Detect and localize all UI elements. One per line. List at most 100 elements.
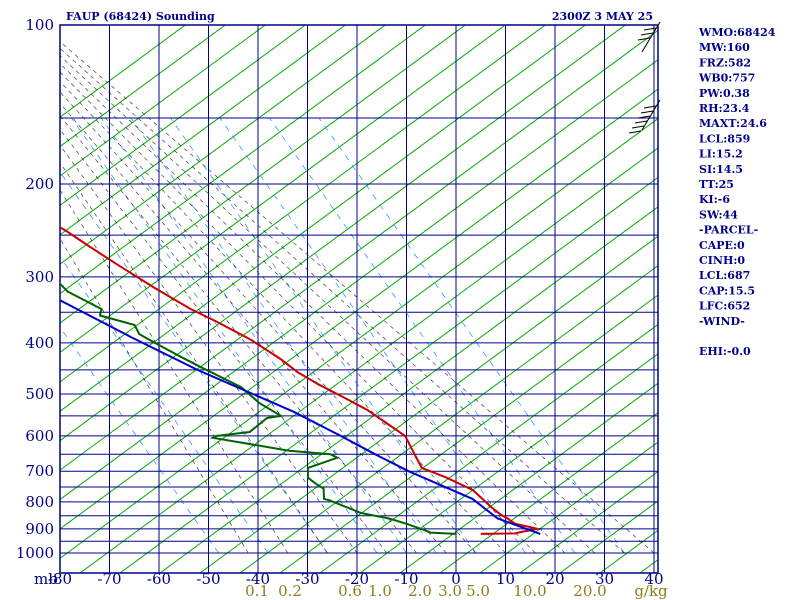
- dry-adiabat-line: [60, 25, 626, 442]
- mixing-ratio-label: 2.0: [408, 582, 432, 600]
- temperature-tick-label: 0: [451, 570, 461, 588]
- index-line: PW:0.38: [699, 87, 750, 100]
- wind-barb-flag: [643, 105, 657, 109]
- dry-adiabat-line: [399, 382, 658, 573]
- pressure-tick-label: 200: [25, 175, 54, 193]
- dry-adiabat-line: [319, 323, 658, 573]
- pressure-tick-label: 800: [25, 493, 54, 511]
- wind-barb-icon: [628, 99, 661, 134]
- index-line: TT:25: [699, 178, 734, 191]
- temperature-tick-label: -80: [48, 570, 72, 588]
- profiles: [60, 226, 541, 535]
- chart-title: FAUP (68424) Sounding: [66, 10, 215, 23]
- index-line: CAPE:0: [699, 239, 745, 252]
- pressure-tick-label: 500: [25, 385, 54, 403]
- index-line: CINH:0: [699, 254, 745, 267]
- wind-barb-flag: [640, 32, 654, 36]
- index-line: -WIND-: [699, 315, 745, 328]
- temperature-tick-label: 40: [644, 570, 663, 588]
- index-line: LCL:859: [699, 132, 750, 145]
- mixing-ratio-label: 1.0: [368, 582, 392, 600]
- mixing-ratio-label: 0.6: [338, 582, 362, 600]
- temperature-tick-label: -20: [345, 570, 369, 588]
- temperature-tick-label: -60: [147, 570, 171, 588]
- dry-adiabat-line: [60, 25, 186, 118]
- index-line: -PARCEL-: [699, 224, 758, 237]
- dry-adiabat-line: [119, 176, 658, 573]
- wind-barb-flag: [631, 125, 645, 129]
- mixing-ratio-label: 0.1: [245, 582, 269, 600]
- pressure-tick-label: 300: [25, 268, 54, 286]
- index-line: MW:160: [699, 41, 750, 54]
- mixing-ratio-label: 0.2: [278, 582, 302, 600]
- wind-barb-icon: [637, 21, 661, 53]
- dry-adiabat-line: [60, 25, 586, 412]
- temperature-tick-label: -40: [246, 570, 270, 588]
- wind-barb-flag: [637, 37, 651, 41]
- dewpoint-profile-line: [60, 282, 457, 535]
- dry-adiabat-line: [199, 235, 658, 573]
- chart-datetime: 2300Z 3 MAY 25: [552, 10, 653, 23]
- pressure-tick-label: 100: [25, 16, 54, 34]
- plot-grid: [59, 24, 659, 574]
- mixing-ratio-labels: 0.1 0.2 0.6 1.0 2.0 3.0 5.0 10.0 20.0 g/kg: [245, 582, 668, 600]
- temperature-tick-label: -50: [196, 570, 220, 588]
- index-line: EHI:-0.0: [699, 345, 751, 358]
- index-line: WMO:68424: [698, 26, 776, 39]
- dry-adiabat-line: [60, 88, 658, 530]
- temperature-tick-label: 20: [545, 570, 564, 588]
- pressure-tick-label: 900: [25, 520, 54, 538]
- parcel-profile-line: [60, 299, 541, 535]
- index-line: MAXT:24.6: [699, 117, 767, 130]
- index-line: LFC:652: [699, 300, 750, 313]
- wind-barbs: [628, 21, 661, 134]
- dry-adiabat-line: [279, 294, 658, 573]
- index-line: SI:14.5: [699, 163, 743, 176]
- temperature-tick-label: 30: [595, 570, 614, 588]
- dry-adiabat-line: [60, 25, 386, 265]
- mixing-ratio-label: 5.0: [466, 582, 490, 600]
- dry-adiabat-line: [359, 353, 658, 573]
- temperature-tick-label: -70: [97, 570, 121, 588]
- dry-adiabat-line: [60, 117, 658, 559]
- dry-adiabat-line: [60, 29, 658, 471]
- mixing-ratio-label: 10.0: [513, 582, 546, 600]
- dry-adiabat-line: [159, 206, 658, 573]
- dry-adiabat-line: [439, 412, 658, 573]
- dry-adiabat-line: [519, 470, 658, 573]
- pressure-unit-label: mb: [34, 570, 58, 588]
- wind-barb-staff: [641, 21, 661, 53]
- dry-adiabat-line: [60, 25, 346, 236]
- index-line: FRZ:582: [699, 56, 751, 69]
- temperature-profile-line: [60, 226, 538, 535]
- dry-adiabat-line: [60, 25, 426, 295]
- index-line: LCL:687: [699, 269, 750, 282]
- pressure-tick-label: 700: [25, 462, 54, 480]
- temperature-tick-label: -30: [295, 570, 319, 588]
- index-line: CAP:15.5: [699, 284, 755, 297]
- dry-adiabat-line: [60, 25, 266, 177]
- pressure-tick-label: 600: [25, 427, 54, 445]
- mixing-ratio-label: g/kg: [634, 582, 668, 600]
- temperature-axis-labels: -80 -70 -60 -50 -40 -30 -20 -10 0 10 20 30 40: [48, 570, 664, 588]
- index-line: RH:23.4: [699, 102, 750, 115]
- index-line: LI:15.2: [699, 148, 743, 161]
- dry-adiabat-line: [60, 59, 658, 501]
- dry-adiabat-line: [60, 25, 506, 354]
- stability-indices: WMO:68424 MW:160 FRZ:582 WB0:757 PW:0.38 RH:2…: [698, 26, 776, 358]
- wind-barb-flag: [634, 120, 648, 124]
- pressure-axis-labels: 100 200 300 400 500 600 700 800 900 1000: [16, 16, 54, 562]
- index-line: SW:44: [699, 208, 738, 221]
- temperature-tick-label: 10: [496, 570, 515, 588]
- index-line: WB0:757: [698, 72, 755, 85]
- mixing-ratio-label: 20.0: [573, 582, 606, 600]
- plot-frame: [59, 24, 659, 574]
- wind-barb-flag: [640, 110, 654, 114]
- pressure-tick-label: 1000: [16, 544, 54, 562]
- wind-barb-flag: [637, 115, 651, 119]
- mixing-ratio-label: 3.0: [438, 582, 462, 600]
- temperature-tick-label: -10: [394, 570, 418, 588]
- pressure-tick-label: 400: [25, 334, 54, 352]
- dry-adiabat-line: [60, 25, 226, 148]
